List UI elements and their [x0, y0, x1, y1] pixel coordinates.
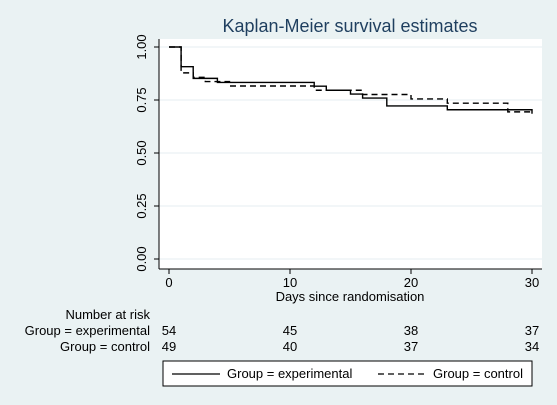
chart-title: Kaplan-Meier survival estimates: [222, 16, 477, 36]
risk-table-title: Number at risk: [65, 307, 150, 322]
risk-value-experimental-1: 45: [283, 323, 297, 338]
risk-value-control-2: 37: [404, 339, 418, 354]
x-tick-label-0: 0: [165, 275, 172, 290]
risk-row-label-experimental: Group = experimental: [25, 323, 150, 338]
y-tick-label-4: 1.00: [134, 34, 149, 59]
plot-area: [159, 39, 542, 269]
x-axis-label: Days since randomisation: [276, 289, 425, 304]
legend-box: [162, 360, 533, 387]
risk-value-experimental-2: 38: [404, 323, 418, 338]
y-tick-label-0: 0.00: [134, 246, 149, 271]
y-tick-label-3: 0.75: [134, 87, 149, 112]
risk-row-label-control: Group = control: [60, 339, 150, 354]
series-line-control: [169, 46, 532, 113]
series-lines: [169, 46, 533, 114]
legend: Group = experimental Group = control: [162, 360, 533, 387]
risk-value-control-0: 49: [162, 339, 176, 354]
y-tick-label-2: 0.50: [134, 140, 149, 165]
x-tick-label-2: 20: [404, 275, 418, 290]
x-tick-label-3: 30: [525, 275, 539, 290]
risk-value-control-1: 40: [283, 339, 297, 354]
tick-labels: 0.00 0.25 0.50 0.75 1.00 0 10 20 30: [134, 34, 539, 290]
x-tick-label-1: 10: [283, 275, 297, 290]
legend-label-experimental: Group = experimental: [227, 366, 352, 381]
legend-label-control: Group = control: [433, 366, 523, 381]
axes: [154, 39, 542, 274]
y-tick-label-1: 0.25: [134, 193, 149, 218]
risk-value-experimental-3: 37: [525, 323, 539, 338]
risk-value-control-3: 34: [525, 339, 539, 354]
risk-value-experimental-0: 54: [162, 323, 176, 338]
grid-lines: [159, 46, 542, 260]
